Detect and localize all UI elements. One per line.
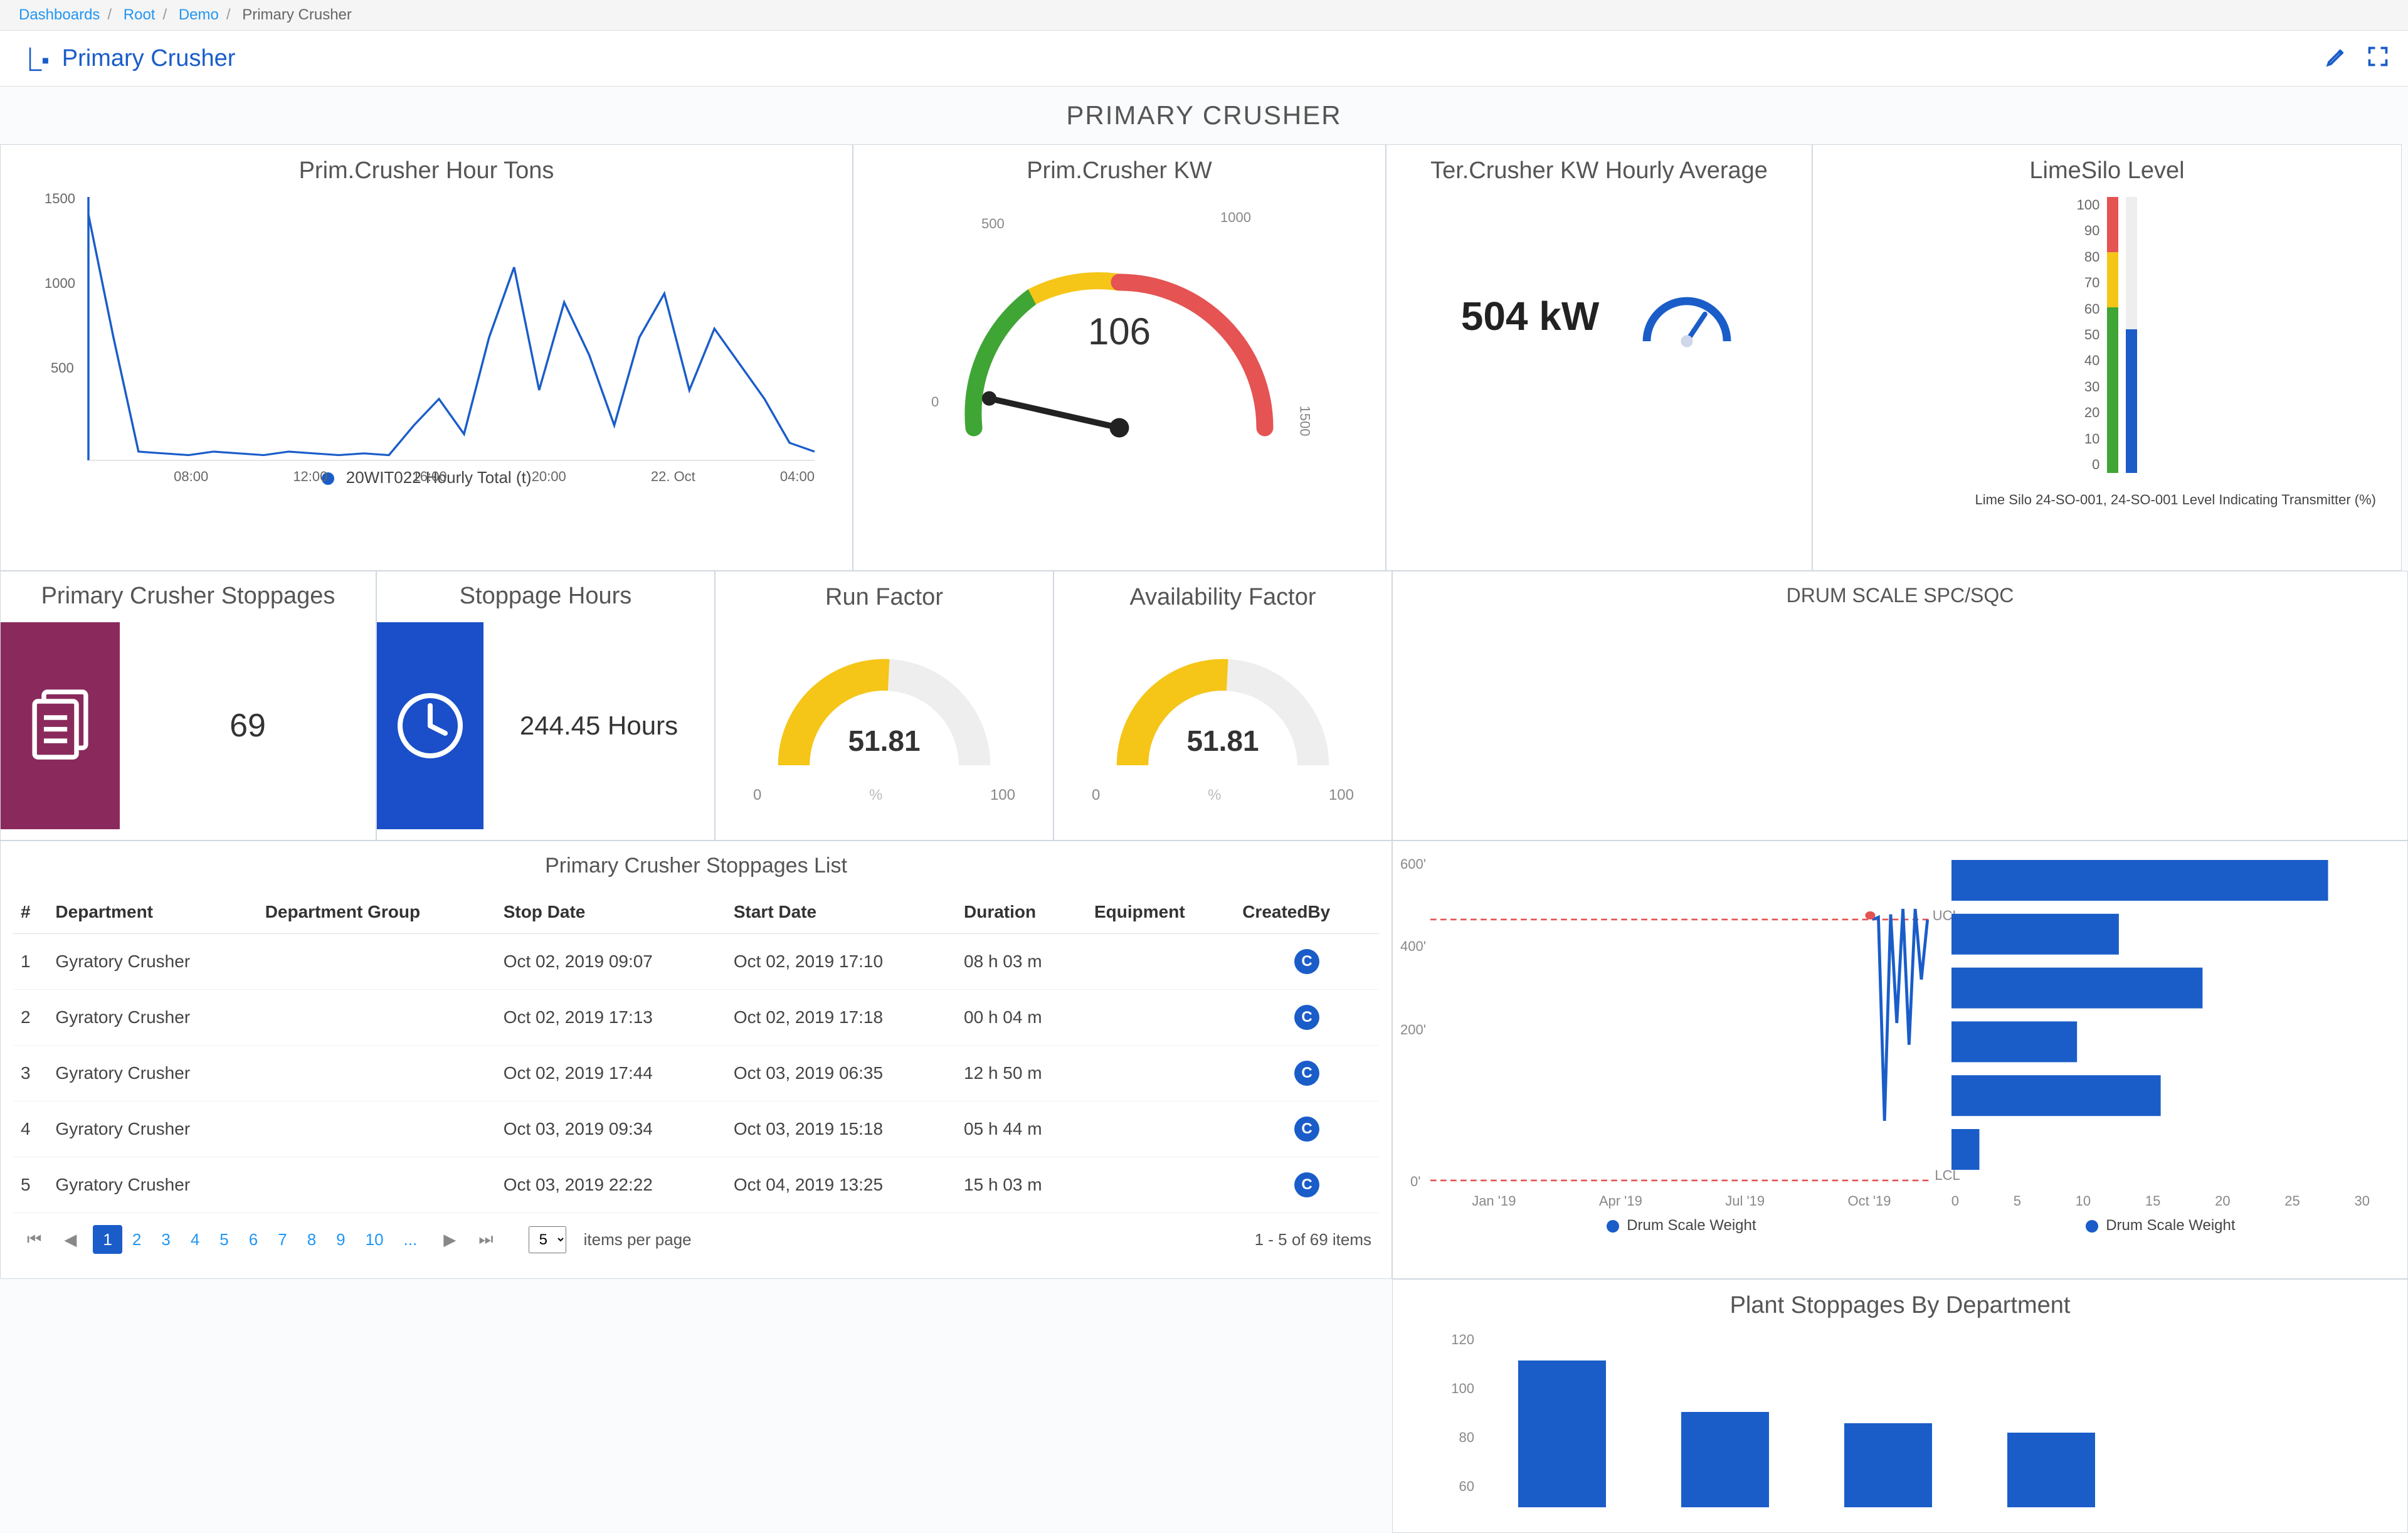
run-factor-title: Run Factor	[728, 584, 1040, 611]
pager-page[interactable]: 10	[356, 1225, 394, 1254]
pager-page[interactable]: 6	[239, 1225, 268, 1254]
kpi-hours-value: 244.45 Hours	[483, 711, 714, 741]
table-row[interactable]: 1Gyratory CrusherOct 02, 2019 09:07Oct 0…	[13, 934, 1379, 990]
kpi-hours-title: Stoppage Hours	[377, 571, 714, 610]
spc-line-chart: 600' 400' 200' 0' UCL LCL Jan '19 Apr '1…	[1430, 860, 1933, 1186]
dept-bar	[1844, 1423, 1932, 1507]
stoppages-table: #DepartmentDepartment GroupStop DateStar…	[13, 891, 1379, 1213]
pager: ⏮ ◀ 12345678910... ▶ ⏭ 5 items per page …	[13, 1213, 1379, 1266]
table-header[interactable]: Department Group	[258, 891, 496, 934]
main-header: PRIMARY CRUSHER	[0, 87, 2408, 144]
hour-tons-title: Prim.Crusher Hour Tons	[13, 157, 840, 184]
page-size-label: items per page	[584, 1230, 692, 1249]
avatar: C	[1294, 949, 1319, 974]
kpi-stoppages-title: Primary Crusher Stoppages	[1, 571, 376, 610]
pager-info: 1 - 5 of 69 items	[1255, 1230, 1371, 1249]
run-factor-value: 51.81	[771, 724, 997, 758]
avatar: C	[1294, 1117, 1319, 1142]
titlebar: ⎿▪ Primary Crusher	[0, 31, 2408, 87]
panel-hour-tons: Prim.Crusher Hour Tons 1500 1000 500 08:…	[0, 144, 853, 571]
table-header[interactable]: Department	[48, 891, 257, 934]
mini-gauge-icon	[1637, 285, 1737, 347]
document-icon	[1, 622, 120, 829]
avail-factor-gauge: 51.81	[1110, 630, 1336, 780]
hourly-avg-value: 504 kW	[1461, 293, 1600, 339]
clock-icon	[377, 622, 483, 829]
limesilo-caption: Lime Silo 24-SO-001, 24-SO-001 Level Ind…	[1825, 485, 2389, 508]
breadcrumb: Dashboards/ Root/ Demo/ Primary Crusher	[0, 0, 2408, 31]
fullscreen-icon[interactable]	[2367, 45, 2389, 72]
pager-prev-icon[interactable]: ◀	[58, 1226, 83, 1253]
table-header[interactable]: Duration	[956, 891, 1087, 934]
dept-bar	[1681, 1412, 1769, 1507]
breadcrumb-dashboards[interactable]: Dashboards	[19, 6, 100, 23]
pager-page[interactable]: 2	[122, 1225, 151, 1254]
table-header[interactable]: #	[13, 891, 48, 934]
pager-next-icon[interactable]: ▶	[437, 1226, 462, 1253]
dept-bar	[1518, 1361, 1606, 1507]
table-header[interactable]: Start Date	[726, 891, 956, 934]
panel-kpi-stoppages: Primary Crusher Stoppages 69	[0, 571, 376, 841]
hour-tons-chart: 1500 1000 500 08:00 12:00 16:00 20:00 22…	[88, 197, 815, 460]
run-factor-gauge: 51.81	[771, 630, 997, 780]
panel-spc: DRUM SCALE SPC/SQC	[1392, 571, 2408, 841]
pager-page[interactable]: 7	[268, 1225, 297, 1254]
pager-page[interactable]: 1	[93, 1225, 122, 1254]
kpi-stoppages-value: 69	[120, 707, 376, 745]
pager-page[interactable]: 3	[151, 1225, 180, 1254]
avail-factor-value: 51.81	[1110, 724, 1336, 758]
page-title: Primary Crusher	[62, 45, 2306, 72]
kw-gauge-title: Prim.Crusher KW	[866, 157, 1373, 184]
breadcrumb-demo[interactable]: Demo	[179, 6, 219, 23]
kw-gauge-value: 106	[937, 310, 1301, 353]
panel-run-factor: Run Factor 51.81 0%100	[715, 571, 1054, 841]
legend-dot-icon	[2086, 1220, 2098, 1233]
panel-hourly-avg: Ter.Crusher KW Hourly Average 504 kW	[1386, 144, 1812, 571]
spc-title: DRUM SCALE SPC/SQC	[1405, 584, 2395, 607]
dept-chart: 1201008060	[1405, 1332, 2395, 1520]
panel-kpi-hours: Stoppage Hours 244.45 Hours	[376, 571, 715, 841]
hourly-avg-title: Ter.Crusher KW Hourly Average	[1399, 157, 1799, 184]
avatar: C	[1294, 1005, 1319, 1030]
table-header[interactable]: Stop Date	[496, 891, 726, 934]
spc-histogram: 051015202530 Drum Scale Weight	[1951, 860, 2370, 1186]
edit-icon[interactable]	[2325, 45, 2348, 72]
breadcrumb-root[interactable]: Root	[124, 6, 156, 23]
table-header[interactable]: Equipment	[1087, 891, 1235, 934]
kw-gauge: 106 0 500 1000 1500	[937, 210, 1301, 448]
legend-dot-icon	[1607, 1220, 1619, 1233]
pager-last-icon[interactable]: ⏭	[472, 1226, 499, 1253]
stoppages-table-title: Primary Crusher Stoppages List	[13, 854, 1379, 878]
dept-chart-title: Plant Stoppages By Department	[1405, 1292, 2395, 1319]
page-size-select[interactable]: 5	[529, 1226, 566, 1253]
table-row[interactable]: 3Gyratory CrusherOct 02, 2019 17:44Oct 0…	[13, 1046, 1379, 1101]
dept-bar	[2007, 1433, 2095, 1507]
panel-spc-body: 600' 400' 200' 0' UCL LCL Jan '19 Apr '1…	[1392, 841, 2408, 1279]
panel-limesilo: LimeSilo Level 1009080706050403020100 Li…	[1812, 144, 2402, 571]
panel-kw-gauge: Prim.Crusher KW 106 0 500 1000 1500	[853, 144, 1386, 571]
panel-stoppages-table: Primary Crusher Stoppages List #Departme…	[0, 841, 1392, 1279]
table-row[interactable]: 2Gyratory CrusherOct 02, 2019 17:13Oct 0…	[13, 990, 1379, 1046]
panel-dept-chart: Plant Stoppages By Department 1201008060	[1392, 1279, 2408, 1533]
pager-page[interactable]: 5	[209, 1225, 238, 1254]
limesilo-title: LimeSilo Level	[1825, 157, 2389, 184]
pager-page[interactable]: 9	[326, 1225, 355, 1254]
avatar: C	[1294, 1061, 1319, 1086]
breadcrumb-current: Primary Crusher	[242, 6, 352, 23]
table-row[interactable]: 4Gyratory CrusherOct 03, 2019 09:34Oct 0…	[13, 1101, 1379, 1157]
pager-page[interactable]: 4	[181, 1225, 209, 1254]
table-row[interactable]: 5Gyratory CrusherOct 03, 2019 22:22Oct 0…	[13, 1157, 1379, 1213]
panel-avail-factor: Availability Factor 51.81 0%100	[1054, 571, 1392, 841]
avatar: C	[1294, 1172, 1319, 1197]
pager-first-icon[interactable]: ⏮	[21, 1226, 48, 1253]
pager-page[interactable]: ...	[394, 1225, 428, 1254]
avail-factor-title: Availability Factor	[1067, 584, 1379, 611]
dashboard-icon: ⎿▪	[19, 42, 50, 75]
pager-page[interactable]: 8	[297, 1225, 326, 1254]
table-header[interactable]: CreatedBy	[1235, 891, 1379, 934]
limesilo-chart: 1009080706050403020100	[1825, 197, 2389, 485]
